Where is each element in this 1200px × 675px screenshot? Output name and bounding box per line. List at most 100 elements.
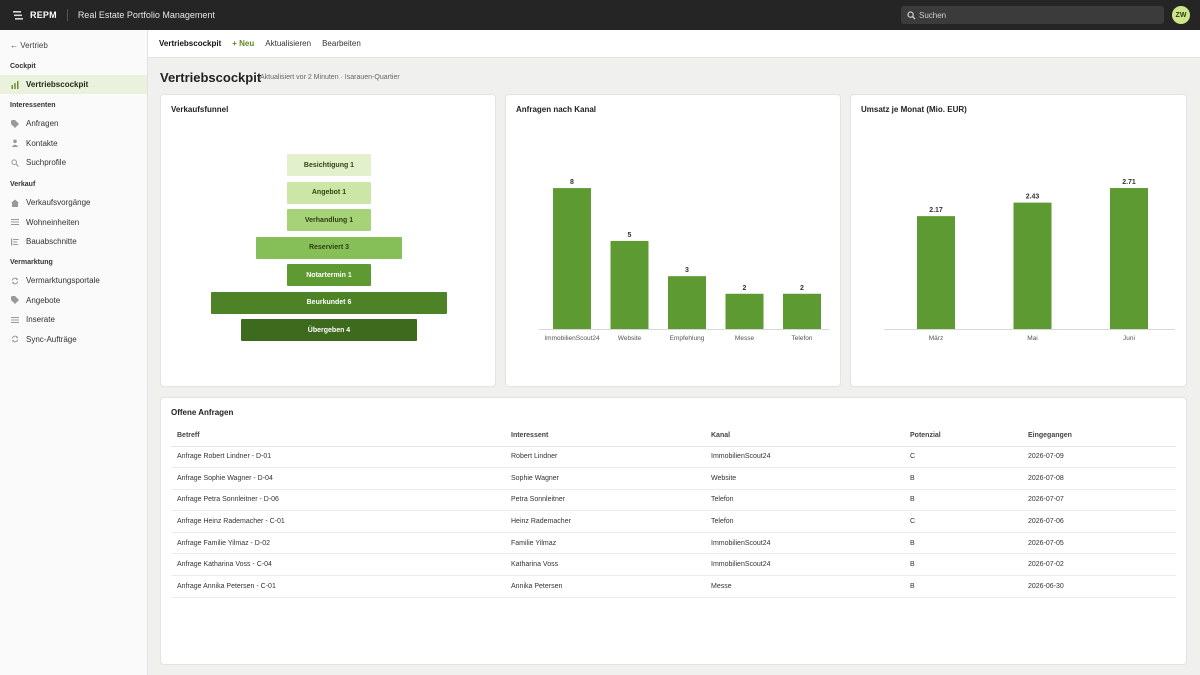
back-link[interactable]: ← Vertrieb bbox=[10, 41, 48, 50]
cell-eingegangen: 2026-06-30 bbox=[1022, 575, 1176, 598]
toolbar: Vertriebscockpit + Neu Aktualisieren Bea… bbox=[148, 30, 1200, 58]
inquiries-table: Betreff Interessent Kanal Potenzial Eing… bbox=[171, 425, 1176, 598]
x-tick-label: Website bbox=[618, 335, 642, 342]
toolbar-current-view[interactable]: Vertriebscockpit bbox=[159, 39, 222, 48]
bar-value-label: 5 bbox=[628, 232, 632, 239]
table-row[interactable]: Anfrage Katharina Voss - C-04 Katharina … bbox=[171, 553, 1176, 577]
bar-value-label: 2 bbox=[743, 285, 747, 292]
funnel-step[interactable]: Besichtigung 1 bbox=[287, 154, 371, 176]
cell-potenzial: B bbox=[904, 467, 1022, 490]
page-title: Vertriebscockpit bbox=[160, 70, 262, 85]
cell-potenzial: B bbox=[904, 575, 1022, 598]
sidebar-item-bauabschnitte[interactable]: Bauabschnitte bbox=[0, 232, 147, 251]
cell-betreff: Anfrage Robert Lindner - D-01 bbox=[171, 446, 505, 469]
sidebar-item-verkaufsvorgaenge[interactable]: Verkaufsvorgänge bbox=[0, 193, 147, 212]
sidebar-item-label: Bauabschnitte bbox=[26, 237, 77, 246]
edit-button[interactable]: Bearbeiten bbox=[322, 39, 361, 48]
sidebar-section-verkauf: Verkauf bbox=[10, 181, 36, 188]
table-row[interactable]: Anfrage Sophie Wagner - D-04 Sophie Wagn… bbox=[171, 467, 1176, 490]
column-header-potenzial[interactable]: Potenzial bbox=[904, 425, 1022, 447]
search-placeholder: Suchen bbox=[919, 10, 947, 20]
cell-betreff: Anfrage Heinz Rademacher - C-01 bbox=[171, 510, 505, 533]
x-tick-label: Empfehlung bbox=[670, 335, 705, 342]
x-tick-label: Mai bbox=[1027, 335, 1037, 342]
open-inquiries-title: Offene Anfragen bbox=[171, 408, 234, 417]
sidebar-item-wohneinheiten[interactable]: Wohneinheiten bbox=[0, 213, 147, 232]
cell-eingegangen: 2026-07-06 bbox=[1022, 510, 1176, 533]
sidebar-item-angebote[interactable]: Angebote bbox=[0, 291, 147, 310]
bar-chart-icon bbox=[11, 80, 19, 89]
bar[interactable] bbox=[1110, 188, 1148, 329]
cell-kanal: Website bbox=[705, 467, 904, 490]
funnel-step[interactable]: Verhandlung 1 bbox=[287, 209, 371, 231]
cell-interessent: Familie Yilmaz bbox=[505, 532, 705, 555]
funnel-step[interactable]: Übergeben 4 bbox=[241, 319, 417, 341]
bar[interactable] bbox=[917, 216, 955, 329]
refresh-button[interactable]: Aktualisieren bbox=[265, 39, 312, 48]
sidebar-section-interessenten: Interessenten bbox=[10, 102, 56, 109]
sections-icon bbox=[11, 238, 19, 246]
new-button[interactable]: + Neu bbox=[232, 39, 255, 48]
cell-kanal: ImmobilienScout24 bbox=[705, 446, 904, 469]
brand-divider bbox=[66, 9, 68, 21]
cell-kanal: Telefon bbox=[705, 489, 904, 512]
cell-interessent: Sophie Wagner bbox=[505, 467, 705, 490]
table-row[interactable]: Anfrage Robert Lindner - D-01 Robert Lin… bbox=[171, 446, 1176, 469]
brand[interactable]: REPM bbox=[0, 0, 57, 30]
cell-betreff: Anfrage Petra Sonnleitner - D-06 bbox=[171, 489, 505, 512]
table-row[interactable]: Anfrage Petra Sonnleitner - D-06 Petra S… bbox=[171, 489, 1176, 512]
sidebar-item-anfragen[interactable]: Anfragen bbox=[0, 114, 147, 133]
page-subtitle: Aktualisiert vor 2 Minuten · Isarauen-Qu… bbox=[260, 74, 400, 81]
cell-kanal: Telefon bbox=[705, 510, 904, 533]
search-input[interactable]: Suchen bbox=[901, 6, 1164, 24]
bar-value-label: 3 bbox=[685, 267, 689, 274]
cell-betreff: Anfrage Annika Petersen - C-01 bbox=[171, 575, 505, 598]
table-row[interactable]: Anfrage Familie Yilmaz - D-02 Familie Yi… bbox=[171, 532, 1176, 555]
bar[interactable] bbox=[725, 293, 764, 329]
bar[interactable] bbox=[610, 240, 649, 329]
cell-interessent: Robert Lindner bbox=[505, 446, 705, 469]
funnel-step[interactable]: Reserviert 3 bbox=[256, 236, 402, 259]
sidebar-item-label: Inserate bbox=[26, 315, 55, 324]
sidebar-item-kontakte[interactable]: Kontakte bbox=[0, 134, 147, 153]
avatar[interactable]: ZW bbox=[1172, 6, 1190, 24]
bar-value-label: 2.43 bbox=[1026, 194, 1040, 201]
home-icon bbox=[11, 199, 19, 207]
sidebar-item-vermarktungsportale[interactable]: Vermarktungsportale bbox=[0, 271, 147, 290]
sidebar-item-suchprofile[interactable]: Suchprofile bbox=[0, 153, 147, 172]
x-tick-label: Juni bbox=[1123, 335, 1135, 342]
funnel-step[interactable]: Beurkundet 6 bbox=[211, 291, 447, 314]
search-icon bbox=[907, 10, 916, 20]
sidebar-item-inserate[interactable]: Inserate bbox=[0, 310, 147, 329]
funnel-card: Verkaufsfunnel Besichtigung 1 Angebot 1 Ve… bbox=[160, 94, 496, 387]
sidebar-item-vertriebscockpit[interactable]: Vertriebscockpit bbox=[0, 75, 147, 94]
column-header-kanal[interactable]: Kanal bbox=[705, 425, 904, 447]
sidebar-item-label: Vermarktungsportale bbox=[26, 276, 100, 285]
table-row[interactable]: Anfrage Annika Petersen - C-01 Annika Pe… bbox=[171, 575, 1176, 598]
top-bar: REPM Real Estate Portfolio Management Su… bbox=[0, 0, 1200, 30]
bar[interactable] bbox=[668, 276, 706, 329]
revenue-chart-title: Umsatz je Monat (Mio. EUR) bbox=[861, 105, 967, 114]
cell-interessent: Katharina Voss bbox=[505, 553, 705, 577]
bar[interactable] bbox=[1013, 202, 1052, 329]
table-row[interactable]: Anfrage Heinz Rademacher - C-01 Heinz Ra… bbox=[171, 510, 1176, 533]
sidebar-section-vermarktung: Vermarktung bbox=[10, 259, 53, 266]
cell-potenzial: B bbox=[904, 532, 1022, 555]
cell-interessent: Heinz Rademacher bbox=[505, 510, 705, 533]
column-header-betreff[interactable]: Betreff bbox=[171, 425, 505, 447]
column-header-interessent[interactable]: Interessent bbox=[505, 425, 705, 447]
column-header-eingegangen[interactable]: Eingegangen bbox=[1022, 425, 1176, 447]
funnel-step[interactable]: Angebot 1 bbox=[287, 181, 371, 204]
bar[interactable] bbox=[783, 293, 821, 329]
cell-interessent: Annika Petersen bbox=[505, 575, 705, 598]
list-icon bbox=[11, 218, 19, 226]
sidebar-item-label: Kontakte bbox=[26, 138, 58, 148]
sidebar-section-cockpit: Cockpit bbox=[10, 63, 36, 70]
brand-name: REPM bbox=[30, 10, 57, 20]
sidebar-item-sync-auftraege[interactable]: Sync-Aufträge bbox=[0, 330, 147, 349]
bar[interactable] bbox=[553, 188, 591, 329]
funnel-step[interactable]: Notartermin 1 bbox=[287, 264, 371, 286]
sidebar-item-label: Angebote bbox=[26, 295, 61, 305]
revenue-bar-chart: 2.17 März 2.43 Mai 2.71 Juni bbox=[884, 179, 1175, 342]
cell-potenzial: C bbox=[904, 510, 1022, 533]
